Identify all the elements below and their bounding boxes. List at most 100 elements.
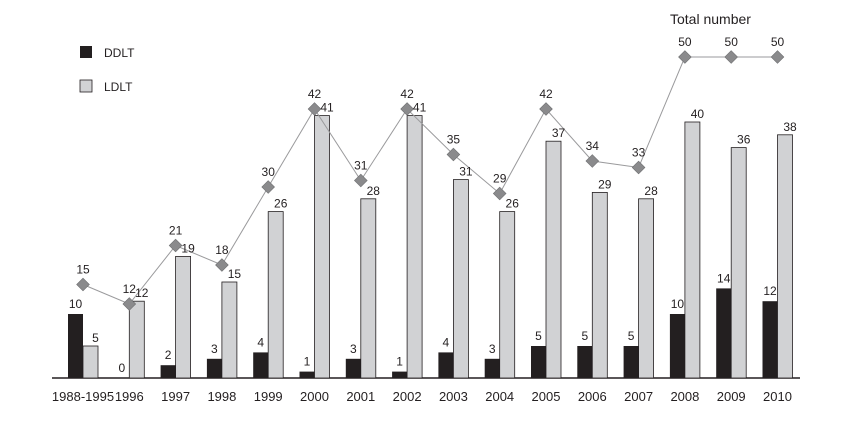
data-label-ddlt: 0: [118, 361, 125, 375]
data-label-total: 31: [354, 159, 368, 173]
bar-ddlt: [484, 358, 500, 378]
data-label-total: 12: [123, 282, 137, 296]
data-label-ldlt: 40: [691, 107, 705, 121]
data-label-ldlt: 26: [274, 197, 288, 211]
data-label-ldlt: 15: [228, 267, 242, 281]
total-marker: [261, 180, 275, 194]
bar-ldlt: [314, 115, 330, 379]
bar-ldlt: [360, 198, 377, 379]
bar-ldlt: [684, 121, 701, 379]
total-marker: [307, 102, 322, 116]
data-label-ldlt: 28: [644, 184, 658, 198]
total-marker: [168, 238, 183, 253]
x-tick-label: 1999: [254, 389, 283, 404]
x-tick-label: 2005: [532, 389, 561, 404]
bar-ddlt: [762, 301, 778, 378]
data-label-ddlt: 5: [535, 329, 542, 343]
data-label-total: 50: [725, 35, 739, 49]
bar-ddlt: [299, 371, 315, 378]
data-label-ddlt: 10: [69, 297, 83, 311]
x-tick-label: 2007: [624, 389, 653, 404]
bar-ldlt: [499, 211, 516, 379]
x-tick-label: 2002: [393, 389, 422, 404]
total-marker: [724, 50, 738, 64]
data-label-total: 15: [76, 263, 90, 277]
data-label-total: 18: [215, 243, 229, 257]
data-label-ldlt: 31: [459, 165, 473, 179]
data-label-ddlt: 12: [763, 284, 777, 298]
data-label-ddlt: 14: [717, 271, 731, 285]
bar-ldlt: [777, 134, 793, 379]
data-label-ldlt: 28: [367, 184, 381, 198]
bar-ldlt: [128, 300, 145, 379]
total-marker: [400, 102, 414, 116]
data-label-ldlt: 38: [783, 120, 797, 134]
legend-swatch-ddlt: [80, 46, 92, 58]
data-label-ldlt: 5: [92, 331, 99, 345]
data-label-ddlt: 3: [211, 342, 218, 356]
bar-ddlt: [716, 288, 732, 378]
legend-swatch-ldlt: [79, 79, 93, 93]
legend: DDLT LDLT: [79, 46, 135, 94]
bar-ddlt: [206, 358, 222, 378]
data-label-ddlt: 4: [443, 335, 450, 349]
data-label-ldlt: 19: [181, 241, 195, 255]
total-marker: [770, 50, 785, 64]
x-tick-label: 2004: [485, 389, 514, 404]
total-marker: [585, 154, 600, 168]
data-label-total: 42: [308, 87, 322, 101]
data-label-ldlt: 41: [413, 101, 427, 115]
bar-ddlt: [531, 346, 546, 378]
data-label-ldlt: 12: [135, 286, 149, 300]
x-tick-label: 2000: [300, 389, 329, 404]
total-marker: [446, 147, 461, 162]
total-line: [82, 56, 778, 305]
total-marker: [76, 277, 90, 292]
data-label-ddlt: 1: [304, 355, 311, 369]
x-tick-label: 2006: [578, 389, 607, 404]
x-tick-label: 2008: [670, 389, 699, 404]
data-label-total: 30: [262, 165, 276, 179]
data-label-ddlt: 3: [350, 342, 357, 356]
x-tick-label: 2009: [717, 389, 746, 404]
data-label-ldlt: 37: [552, 126, 566, 140]
data-label-ddlt: 2: [165, 348, 172, 362]
x-tick-label: 1997: [161, 389, 190, 404]
bar-ldlt: [406, 115, 423, 379]
total-marker: [678, 50, 692, 64]
total-marker: [631, 160, 646, 175]
x-tick-label: 2003: [439, 389, 468, 404]
bar-ldlt: [221, 281, 238, 379]
data-label-total: 42: [539, 87, 553, 101]
bar-ddlt: [392, 371, 408, 378]
total-marker: [539, 102, 553, 116]
data-label-ddlt: 5: [628, 329, 635, 343]
x-tick-label: 1988-1995: [52, 389, 114, 404]
bar-ldlt: [175, 255, 192, 379]
data-label-ldlt: 26: [506, 197, 520, 211]
bar-ddlt: [160, 365, 176, 378]
data-label-ldlt: 41: [320, 101, 334, 115]
data-label-total: 42: [400, 87, 414, 101]
data-label-total: 34: [586, 139, 600, 153]
data-label-total: 50: [771, 35, 785, 49]
bar-ldlt: [730, 147, 747, 379]
bar-ddlt: [438, 352, 454, 378]
bar-ddlt: [253, 352, 269, 378]
data-label-total: 35: [447, 133, 461, 147]
data-label-total: 33: [632, 146, 646, 160]
bar-ddlt: [623, 346, 639, 378]
x-tick-label: 2010: [763, 389, 792, 404]
data-label-ddlt: 4: [257, 335, 264, 349]
bar-ddlt: [345, 358, 361, 378]
bar-ldlt: [452, 179, 469, 379]
legend-label-ldlt: LDLT: [104, 80, 133, 94]
data-label-ldlt: 29: [598, 177, 612, 191]
bar-ldlt: [82, 345, 99, 379]
x-tick-label: 1996: [115, 389, 144, 404]
bar-ldlt: [638, 198, 654, 379]
x-tick-label: 1998: [207, 389, 236, 404]
total-marker: [492, 186, 507, 201]
bar-ddlt: [68, 314, 83, 378]
